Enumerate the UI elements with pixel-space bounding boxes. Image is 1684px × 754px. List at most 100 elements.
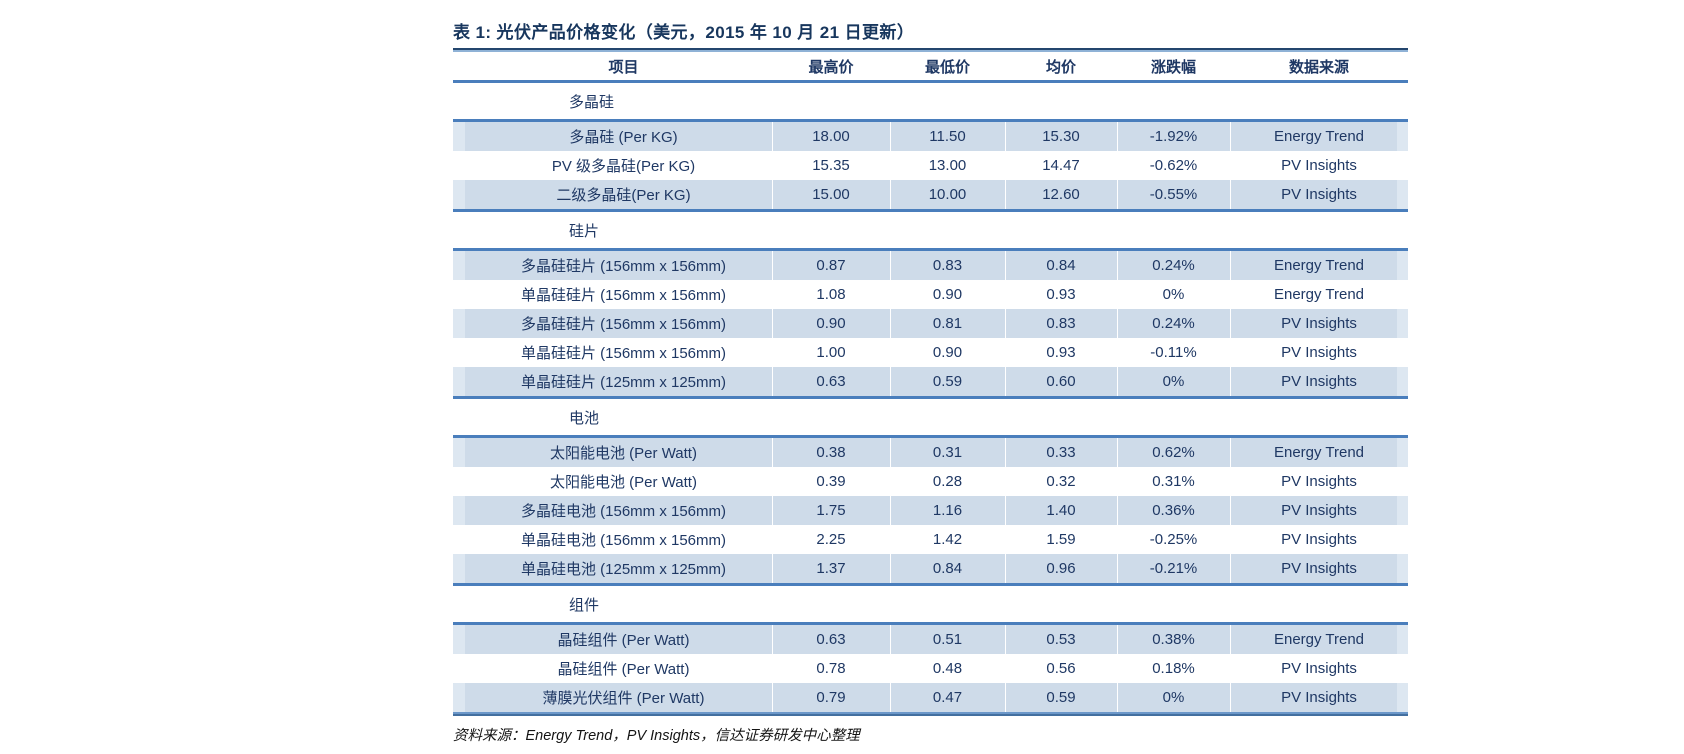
cell-avg: 0.59	[1005, 683, 1117, 712]
cell-low: 0.81	[890, 309, 1005, 338]
cell-change: -0.25%	[1149, 531, 1198, 548]
cell-low: 13.00	[928, 157, 967, 174]
cell-source: Energy Trend	[1230, 625, 1408, 654]
source-note: 资料来源：Energy Trend，PV Insights，信达证券研发中心整理	[453, 728, 860, 744]
cell-avg: 0.84	[1005, 251, 1117, 280]
cell-source: PV Insights	[1281, 660, 1357, 677]
cell-change: 0.31%	[1152, 473, 1195, 490]
cell-avg: 12.60	[1005, 180, 1117, 209]
cell-high: 2.25	[816, 531, 846, 548]
cell-low: 0.51	[890, 625, 1005, 654]
cell-high: 1.00	[816, 344, 846, 361]
cell-high: 0.38	[772, 438, 890, 467]
section-polysilicon: 多晶硅多晶硅 (Per KG) 18.00 11.50 15.30 -1.92% Ener…	[453, 80, 1408, 209]
cell-source: PV Insights	[1281, 473, 1357, 490]
section-label-wafer: 硅片	[569, 222, 600, 240]
cell-item: 多晶硅 (Per KG)	[453, 122, 772, 151]
cell-source: PV Insights	[1230, 180, 1408, 209]
cell-item: 太阳能电池 (Per Watt)	[550, 474, 697, 491]
cell-change: 0%	[1117, 367, 1230, 396]
column-header-avg: 均价	[1045, 58, 1076, 76]
table-row: 单晶硅电池 (125mm x 125mm) 1.37 0.84 0.96 -0.21% P…	[453, 554, 1408, 583]
section-header-row: 电池	[453, 399, 1408, 438]
table-row: 单晶硅硅片 (156mm x 156mm) 1.08 0.90 0.93 0% Energ…	[453, 280, 1408, 309]
cell-change: -0.11%	[1150, 344, 1197, 361]
cell-low: 0.90	[932, 286, 963, 303]
cell-source: PV Insights	[1230, 309, 1408, 338]
cell-low: 1.42	[932, 531, 963, 548]
cell-high: 0.39	[816, 473, 846, 490]
table-row: 薄膜光伏组件 (Per Watt) 0.79 0.47 0.59 0% PV Insigh…	[453, 683, 1408, 712]
section-header-row: 多晶硅	[453, 83, 1408, 122]
section-label-cell: 电池	[569, 409, 600, 427]
table-row: 多晶硅 (Per KG) 18.00 11.50 15.30 -1.92% Energy …	[453, 122, 1408, 151]
column-header-high: 最高价	[808, 58, 854, 76]
cell-low: 0.83	[890, 251, 1005, 280]
cell-low: 0.31	[890, 438, 1005, 467]
cell-high: 18.00	[772, 122, 890, 151]
cell-item: 晶硅组件 (Per Watt)	[453, 625, 772, 654]
cell-item: 多晶硅电池 (156mm x 156mm)	[453, 496, 772, 525]
cell-low: 0.59	[890, 367, 1005, 396]
table-row: 单晶硅硅片 (156mm x 156mm) 1.00 0.90 0.93 -0.11% P…	[453, 338, 1408, 367]
cell-avg: 0.56	[1046, 660, 1076, 677]
cell-item: 单晶硅硅片 (125mm x 125mm)	[453, 367, 772, 396]
cell-item: 单晶硅电池 (125mm x 125mm)	[453, 554, 772, 583]
cell-source: PV Insights	[1230, 554, 1408, 583]
cell-avg: 0.83	[1005, 309, 1117, 338]
section-label-polysilicon: 多晶硅	[569, 93, 615, 111]
cell-item: 单晶硅电池 (156mm x 156mm)	[520, 532, 727, 549]
cell-low: 0.47	[890, 683, 1005, 712]
table-top-rule	[453, 48, 1408, 52]
table-row: PV 级多晶硅(Per KG) 15.35 13.00 14.47 -0.62% PV I…	[453, 151, 1408, 180]
cell-change: 0%	[1162, 286, 1185, 303]
section-header-row: 组件	[453, 586, 1408, 625]
section-cell: 电池 太阳能电池 (Per Watt) 0.38 0.31 0.33 0.62% Energ…	[453, 396, 1408, 583]
cell-source: Energy Trend	[1230, 122, 1408, 151]
cell-item: 薄膜光伏组件 (Per Watt)	[453, 683, 772, 712]
cell-change: 0.38%	[1117, 625, 1230, 654]
cell-low: 0.84	[890, 554, 1005, 583]
cell-avg: 0.96	[1005, 554, 1117, 583]
cell-item: 多晶硅硅片 (156mm x 156mm)	[453, 251, 772, 280]
cell-item: 单晶硅硅片 (156mm x 156mm)	[520, 287, 727, 304]
cell-source: PV Insights	[1230, 367, 1408, 396]
cell-high: 0.63	[772, 625, 890, 654]
cell-source: Energy Trend	[1230, 251, 1408, 280]
cell-low: 0.48	[932, 660, 963, 677]
cell-item: 太阳能电池 (Per Watt)	[453, 438, 772, 467]
cell-avg: 14.47	[1042, 157, 1080, 174]
cell-item: 单晶硅硅片 (156mm x 156mm)	[520, 345, 727, 362]
cell-item: 晶硅组件 (Per Watt)	[557, 661, 690, 678]
cell-avg: 0.32	[1046, 473, 1076, 490]
column-header-low: 最低价	[924, 58, 970, 76]
table-row: 多晶硅硅片 (156mm x 156mm) 0.87 0.83 0.84 0.24% En…	[453, 251, 1408, 280]
table-row: 单晶硅硅片 (125mm x 125mm) 0.63 0.59 0.60 0% PV In…	[453, 367, 1408, 396]
cell-high: 15.00	[772, 180, 890, 209]
cell-avg: 0.53	[1005, 625, 1117, 654]
table-bottom-rule	[453, 712, 1408, 716]
cell-avg: 0.93	[1046, 344, 1076, 361]
section-module: 组件 晶硅组件 (Per Watt) 0.63 0.51 0.53 0.38% Energy…	[453, 583, 1408, 712]
column-header-item: 项目	[608, 58, 639, 76]
cell-source: Energy Trend	[1230, 438, 1408, 467]
cell-item: 二级多晶硅(Per KG)	[453, 180, 772, 209]
cell-change: 0.18%	[1152, 660, 1195, 677]
cell-source: PV Insights	[1281, 531, 1357, 548]
cell-high: 0.63	[772, 367, 890, 396]
cell-change: 0%	[1117, 683, 1230, 712]
cell-high: 0.90	[772, 309, 890, 338]
table-header-row: 项目 最高价 最低价 均价 涨跌幅 数据来源	[453, 52, 1408, 80]
cell-high: 0.79	[772, 683, 890, 712]
cell-change: 0.24%	[1117, 251, 1230, 280]
cell-source: PV Insights	[1230, 683, 1408, 712]
cell-low: 0.90	[932, 344, 963, 361]
cell-source: PV Insights	[1281, 344, 1357, 361]
cell-avg: 0.93	[1046, 286, 1076, 303]
cell-change: 0.24%	[1117, 309, 1230, 338]
table-row: 多晶硅电池 (156mm x 156mm) 1.75 1.16 1.40 0.36% PV…	[453, 496, 1408, 525]
cell-source: PV Insights	[1281, 157, 1357, 174]
column-header-source: 数据来源	[1288, 58, 1349, 76]
table-row: 单晶硅电池 (156mm x 156mm) 2.25 1.42 1.59 -0.25% P…	[453, 525, 1408, 554]
